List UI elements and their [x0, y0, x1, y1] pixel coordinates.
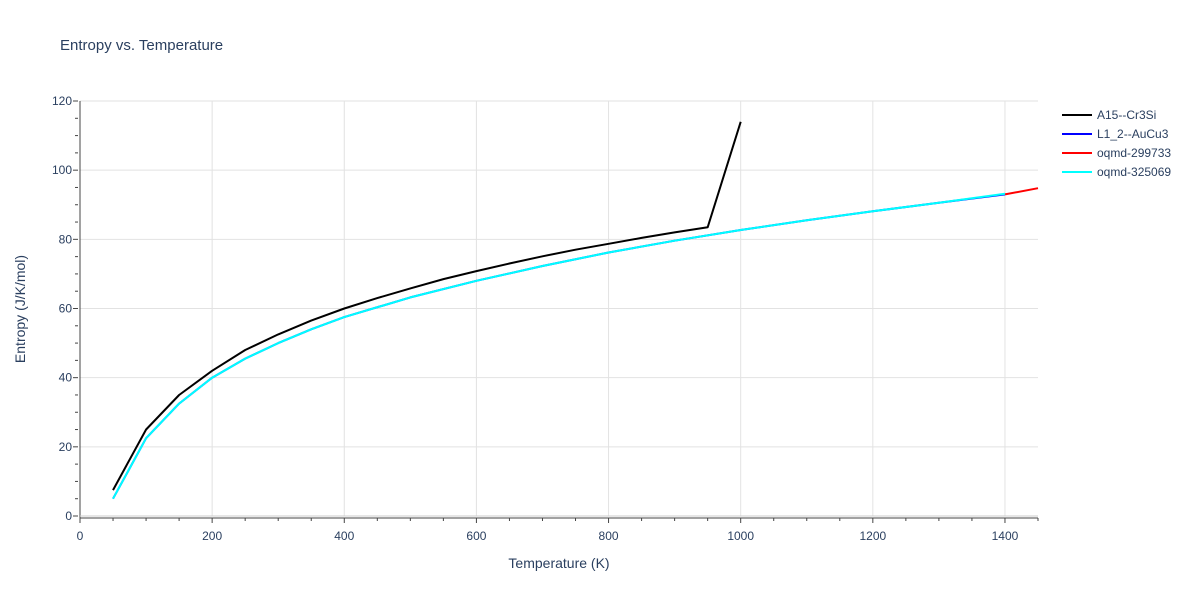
y-tick-label: 0	[65, 509, 72, 523]
legend[interactable]: A15--Cr3Si L1_2--AuCu3 oqmd-299733 oqmd-325…	[1062, 108, 1171, 179]
grid-lines	[80, 100, 1038, 516]
x-tick-label: 800	[599, 529, 619, 543]
series-line-oqmd-299733	[1004, 187, 1039, 196]
chart-title: Entropy vs. Temperature	[60, 37, 223, 54]
y-tick-label: 20	[59, 440, 73, 454]
y-tick-label: 80	[59, 232, 73, 246]
y-tick-label: 120	[52, 94, 72, 108]
series-line-oqmd-325069	[112, 192, 1006, 500]
legend-label: A15--Cr3Si	[1097, 108, 1156, 122]
x-tick-label: 0	[77, 529, 84, 543]
legend-item-oqmd-299733[interactable]: oqmd-299733	[1062, 146, 1171, 160]
y-tick-label: 40	[59, 371, 73, 385]
legend-label: L1_2--AuCu3	[1097, 127, 1169, 141]
x-tick-label: 1000	[727, 529, 754, 543]
y-tick-label: 60	[59, 302, 73, 316]
legend-item-l1-2-aucu3[interactable]: L1_2--AuCu3	[1062, 127, 1169, 141]
x-tick-label: 400	[334, 529, 354, 543]
x-tick-label: 1400	[992, 529, 1019, 543]
y-axis-title: Entropy (J/K/mol)	[12, 255, 28, 363]
legend-item-a15-cr3si[interactable]: A15--Cr3Si	[1062, 108, 1156, 122]
x-tick-label: 1200	[859, 529, 886, 543]
x-tick-label: 600	[466, 529, 486, 543]
axes: 0 200 400 600 800 1000 1200 1400 0 20 40 60 80 100 120	[52, 94, 1039, 543]
series-line-a15-cr3si	[112, 121, 742, 491]
y-tick-label: 100	[52, 163, 72, 177]
x-tick-label: 200	[202, 529, 222, 543]
legend-label: oqmd-299733	[1097, 146, 1171, 160]
series-lines	[112, 121, 1039, 500]
legend-item-oqmd-325069[interactable]: oqmd-325069	[1062, 165, 1171, 179]
legend-label: oqmd-325069	[1097, 165, 1171, 179]
x-axis-title: Temperature (K)	[508, 555, 609, 571]
